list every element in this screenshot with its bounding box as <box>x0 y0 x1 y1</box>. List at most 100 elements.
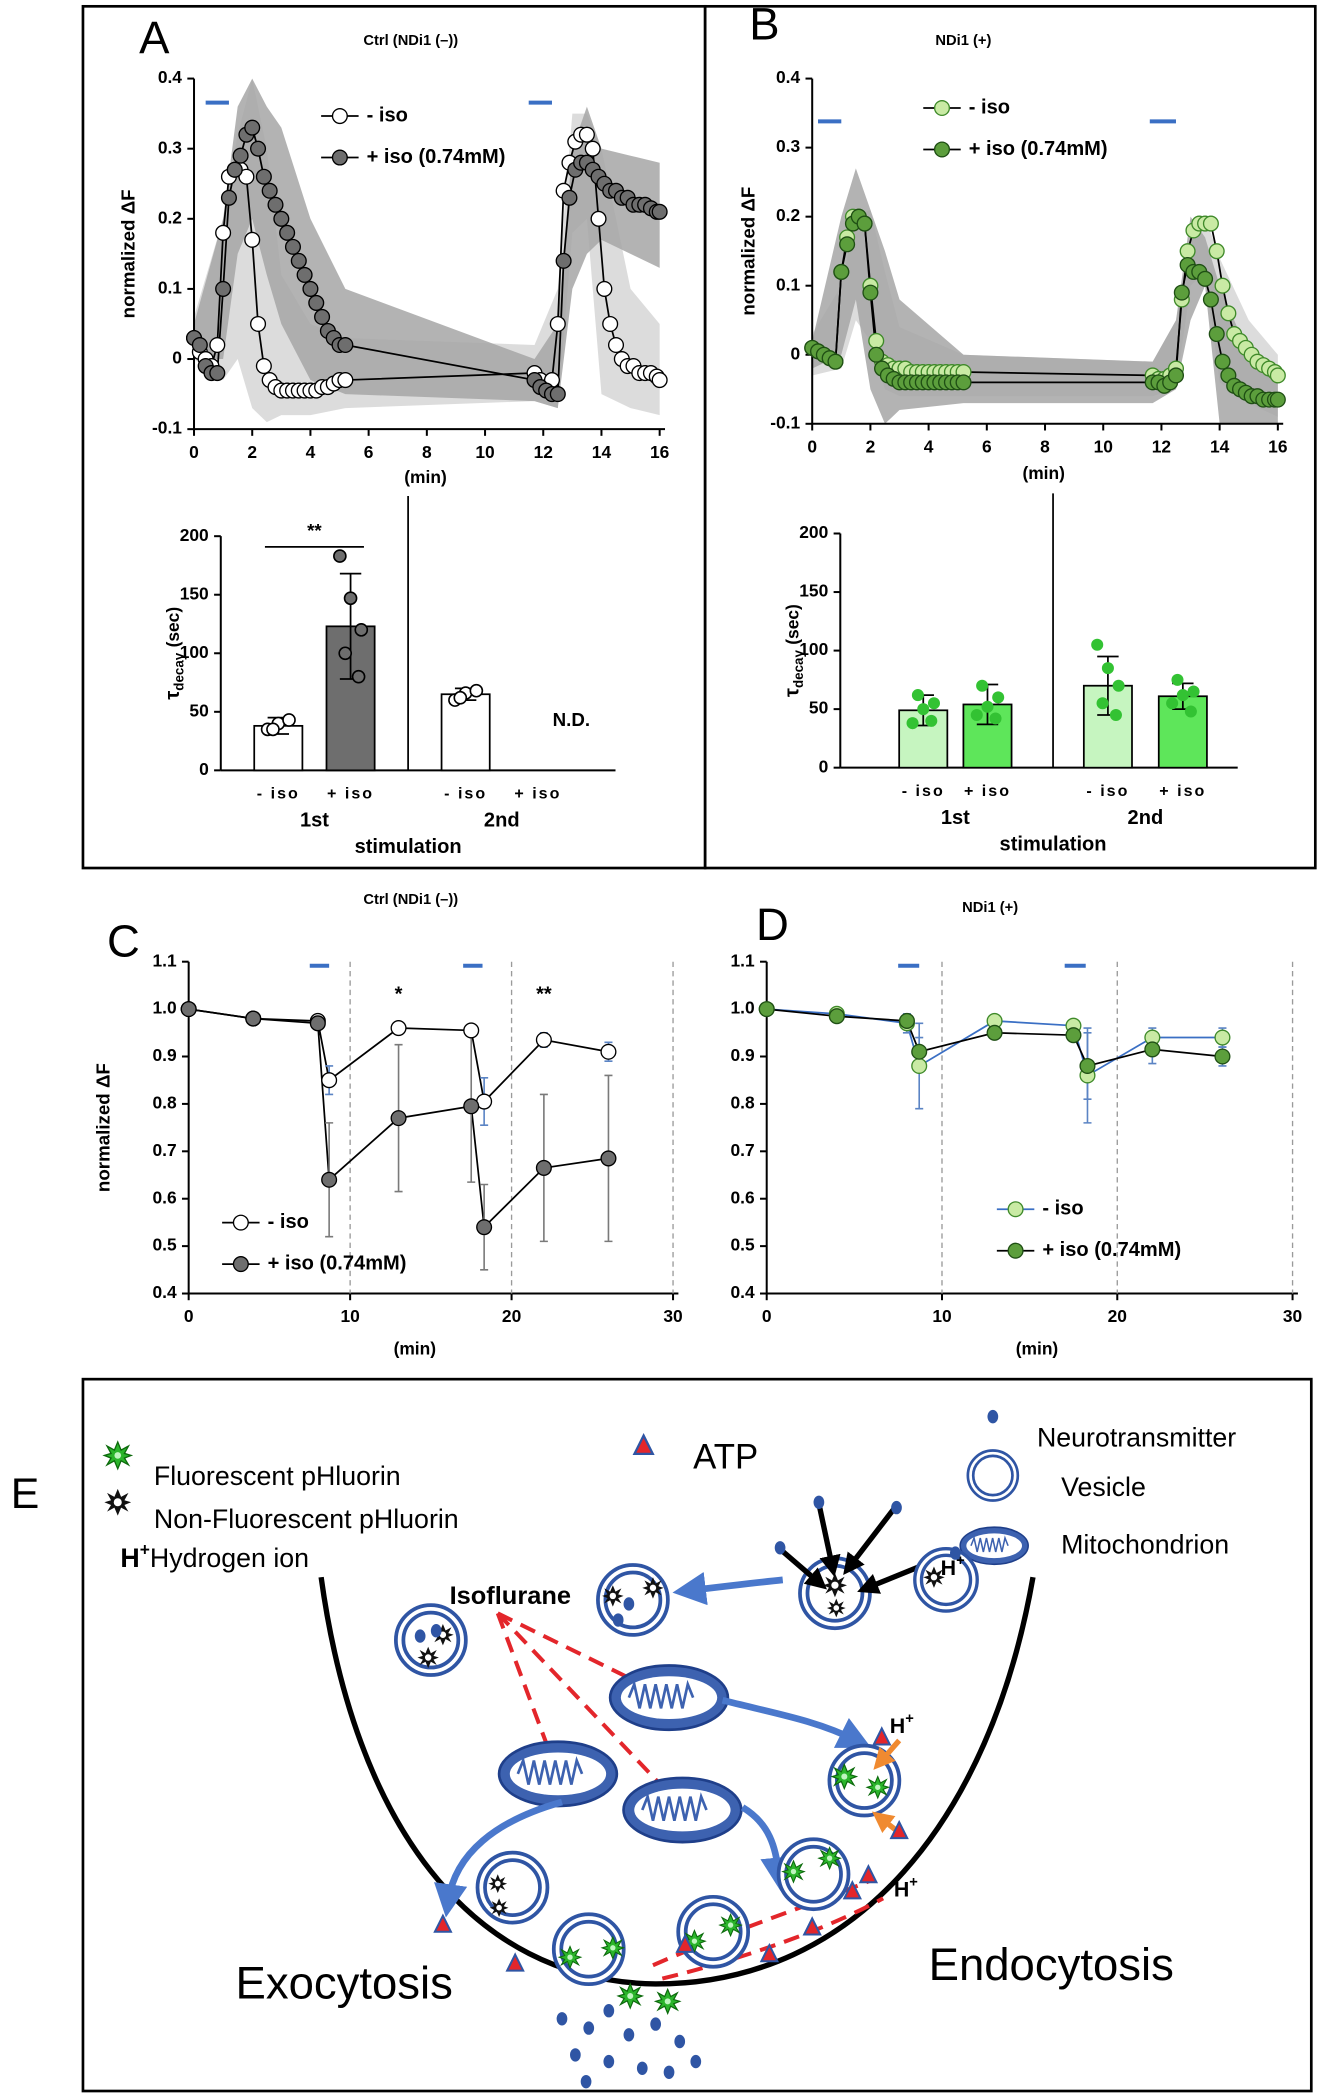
legend-label: + iso (0.74mM) <box>1042 1239 1181 1261</box>
icon <box>831 1763 857 1790</box>
legend-marker <box>232 1256 249 1273</box>
data-point <box>1220 305 1237 322</box>
data-point <box>1208 243 1225 260</box>
legend-marker <box>933 99 951 117</box>
x-tick-label: + iso <box>1159 782 1206 800</box>
data-point <box>390 1020 407 1037</box>
data-point <box>220 189 237 206</box>
process-label: Endocytosis <box>929 1939 1174 1990</box>
data-point <box>390 1110 407 1127</box>
sd-band <box>194 78 660 409</box>
ion-label: H+ <box>941 1553 965 1580</box>
x-tick-label: + iso <box>327 785 374 803</box>
data-point <box>469 683 484 698</box>
data-point <box>868 332 885 349</box>
data-point <box>535 1159 552 1176</box>
drug-label: Isoflurane <box>450 1582 571 1610</box>
x-tick-label: 20 <box>1108 1306 1127 1326</box>
data-point <box>308 294 325 311</box>
x-tick-label: + iso <box>514 785 561 803</box>
data-point <box>321 1171 338 1188</box>
data-point <box>302 280 319 297</box>
y-tick-label: 0.4 <box>731 1282 755 1302</box>
x-tick-label: 12 <box>534 442 553 462</box>
y-tick-label: 0.9 <box>731 1045 755 1065</box>
data-point <box>600 1043 617 1060</box>
data-point <box>266 722 280 737</box>
data-point <box>351 669 366 684</box>
data-point <box>986 1024 1003 1041</box>
data-point <box>337 336 354 354</box>
data-point <box>827 353 844 370</box>
y-tick-label: -0.1 <box>152 418 182 438</box>
data-point <box>651 372 668 389</box>
y-tick-label: 150 <box>799 581 828 601</box>
data-point <box>992 691 1005 704</box>
legend-marker <box>1007 1242 1024 1259</box>
x-axis-label: stimulation <box>1000 834 1107 856</box>
y-tick-label: 0 <box>819 756 829 776</box>
data-point <box>250 140 267 157</box>
x-tick-label: + iso <box>964 782 1011 800</box>
data-point <box>232 147 249 164</box>
x-tick-label: 0 <box>807 436 817 456</box>
data-point <box>607 336 625 354</box>
x-tick-label: 10 <box>475 442 494 462</box>
data-point <box>955 374 972 391</box>
x-tick-label: - iso <box>257 785 300 803</box>
data-point <box>215 224 232 241</box>
legend-marker <box>1007 1201 1024 1218</box>
legend-label: + iso (0.74mM) <box>969 138 1108 160</box>
x-tick-label: 8 <box>422 442 432 462</box>
panel-letter: C <box>107 915 140 966</box>
ion-label: H+ <box>890 1711 914 1738</box>
data-point <box>981 700 994 713</box>
x-tick-label: 30 <box>663 1306 682 1326</box>
data-point <box>862 284 879 301</box>
y-tick-label: 0.1 <box>776 274 800 294</box>
data-point <box>267 196 284 213</box>
data-point <box>354 623 369 637</box>
group-label: 2nd <box>1128 807 1164 829</box>
data-point <box>1096 697 1109 710</box>
data-point <box>833 263 850 280</box>
y-tick-label: -0.1 <box>770 412 800 432</box>
data-point <box>1112 679 1125 692</box>
data-point <box>314 308 331 325</box>
y-label-subscript: decay <box>790 650 805 688</box>
data-point <box>284 238 301 255</box>
data-point <box>1214 277 1231 294</box>
data-point <box>839 236 856 253</box>
chart-title: Ctrl (NDi1 (–)) <box>363 33 458 49</box>
data-point <box>917 703 930 716</box>
data-point <box>244 231 261 248</box>
data-point <box>255 358 272 375</box>
value-label: N.D. <box>553 709 590 730</box>
legend-marker <box>331 108 348 125</box>
data-point <box>602 315 619 332</box>
y-tick-label: 0.4 <box>158 67 182 87</box>
data-point <box>273 210 290 227</box>
x-axis-label: stimulation <box>355 836 462 858</box>
process-label: Exocytosis <box>235 1958 452 2009</box>
x-tick-label: 20 <box>502 1306 521 1326</box>
data-point <box>1214 353 1231 370</box>
legend-marker <box>933 141 951 158</box>
data-point <box>191 336 208 354</box>
data-point <box>255 168 272 185</box>
data-point <box>1091 638 1104 651</box>
y-tick-label: 0.8 <box>731 1092 755 1112</box>
data-point <box>282 713 296 727</box>
data-point <box>970 708 983 722</box>
y-label-symbol: τ <box>782 688 804 697</box>
x-tick-label: 2 <box>866 436 876 456</box>
data-point <box>925 714 938 727</box>
legend-label: + iso (0.74mM) <box>268 1252 407 1274</box>
icon <box>103 1441 132 1470</box>
y-tick-label: 0.4 <box>152 1282 176 1302</box>
data-point <box>296 266 313 283</box>
data-point <box>1184 705 1197 718</box>
data-point <box>596 280 613 297</box>
legend-label: Neurotransmitter <box>1037 1422 1236 1452</box>
panel-frame <box>703 4 1317 870</box>
